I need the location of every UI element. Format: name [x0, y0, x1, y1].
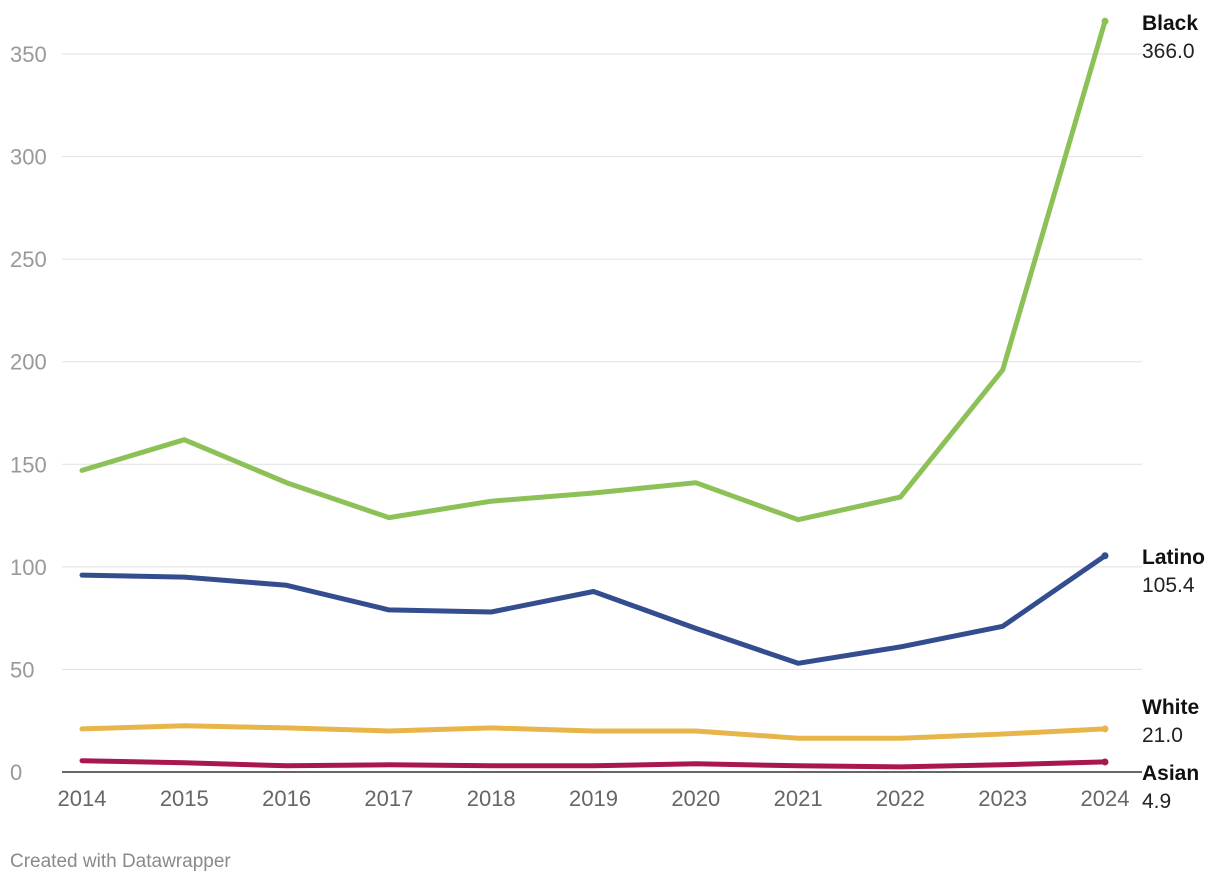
y-tick-label: 250: [10, 247, 47, 272]
x-tick-label: 2014: [58, 786, 107, 811]
series-value-black: 366.0: [1142, 40, 1195, 63]
credit-text: Created with Datawrapper: [10, 851, 231, 872]
series-label-black: Black: [1142, 12, 1198, 35]
series-endpoint-white: [1101, 725, 1109, 733]
series-line-white: [79, 723, 1108, 741]
series-endpoint-black: [1101, 17, 1109, 25]
x-tick-label: 2021: [774, 786, 823, 811]
y-tick-label: 350: [10, 42, 47, 67]
x-tick-label: 2016: [262, 786, 311, 811]
x-tick-label: 2019: [569, 786, 618, 811]
series-label-white: White: [1142, 696, 1199, 719]
series-endpoint-latino: [1101, 552, 1109, 560]
series-end-labels: Black 366.0 Latino 105.4 White 21.0 Asian 4.9: [1142, 12, 1205, 813]
y-tick-label: 50: [10, 657, 34, 682]
x-tick-label: 2022: [876, 786, 925, 811]
series-value-asian: 4.9: [1142, 790, 1171, 813]
x-tick-label: 2023: [978, 786, 1027, 811]
x-tick-label: 2018: [467, 786, 516, 811]
series-label-latino: Latino: [1142, 546, 1205, 569]
y-tick-label: 0: [10, 760, 22, 785]
y-tick-label: 100: [10, 555, 47, 580]
series-value-latino: 105.4: [1142, 574, 1195, 597]
series-label-asian: Asian: [1142, 762, 1199, 785]
x-tick-label: 2017: [364, 786, 413, 811]
x-tick-label: 2015: [160, 786, 209, 811]
series-line-black: [79, 18, 1108, 523]
y-tick-label: 300: [10, 145, 47, 170]
y-axis: 0 50 100 150 200 250 300 350: [10, 42, 47, 785]
gridlines: [62, 53, 1142, 670]
x-axis: 2014 2015 2016 2017 2018 2019 2020 2021 2022 2023…: [58, 771, 1142, 811]
series-value-white: 21.0: [1142, 724, 1183, 747]
series-line-latino: [79, 553, 1108, 666]
x-tick-label: 2020: [671, 786, 720, 811]
y-tick-label: 200: [10, 350, 47, 375]
y-tick-label: 150: [10, 452, 47, 477]
series-line-asian: [79, 758, 1108, 770]
series-lines: [79, 17, 1109, 770]
x-tick-label: 2024: [1081, 786, 1130, 811]
series-endpoint-asian: [1101, 758, 1109, 766]
